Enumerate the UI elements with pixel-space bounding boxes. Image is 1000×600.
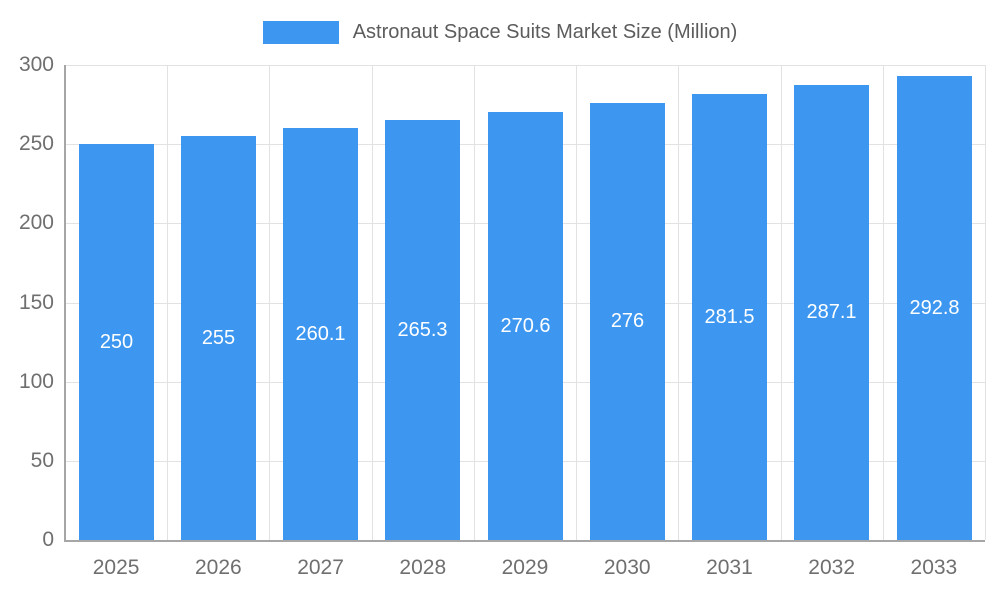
v-gridline [576, 65, 577, 540]
bar: 287.1 [794, 85, 869, 540]
x-tick-label: 2028 [399, 556, 447, 579]
bar-value-label: 276 [610, 310, 645, 332]
x-tick-label: 2032 [808, 556, 856, 579]
bar-value-label: 292.8 [909, 296, 960, 319]
bar-value-label: 260.1 [295, 322, 346, 345]
bar-value-label: 255 [201, 326, 236, 349]
bar: 292.8 [897, 76, 972, 540]
legend-swatch [262, 20, 339, 44]
y-tick-label: 50 [30, 448, 54, 472]
chart-legend: Astronaut Space Suits Market Size (Milli… [0, 16, 1000, 48]
x-axis-line [64, 540, 985, 542]
v-gridline [167, 65, 168, 540]
y-tick-label: 200 [18, 211, 54, 235]
x-tick-label: 2033 [910, 556, 958, 579]
v-gridline [269, 65, 270, 540]
x-tick-label: 2030 [603, 556, 651, 579]
bar: 270.6 [488, 112, 563, 540]
y-axis-line [64, 65, 66, 542]
y-tick-label: 150 [18, 290, 54, 314]
bar: 260.1 [283, 128, 358, 540]
bar-value-label: 265.3 [397, 318, 448, 341]
bar: 281.5 [692, 94, 767, 540]
y-tick-label: 300 [18, 53, 54, 76]
y-tick-label: 100 [18, 369, 54, 393]
bar: 276 [590, 103, 665, 540]
v-gridline [678, 65, 679, 540]
v-gridline [883, 65, 884, 540]
v-gridline [372, 65, 373, 540]
x-tick-label: 2027 [297, 556, 344, 579]
y-tick-label: 0 [42, 528, 54, 551]
bar-value-label: 281.5 [704, 305, 755, 328]
bar: 255 [181, 136, 256, 540]
bar: 250 [79, 144, 154, 540]
x-tick-label: 2026 [194, 556, 242, 579]
bar-value-label: 250 [99, 330, 134, 353]
y-tick-label: 250 [18, 132, 54, 156]
plot-area: 250 255 260.1 265.3 270.6 276 281.5 287.1 292.8 [65, 65, 986, 540]
x-tick-label: 2029 [501, 556, 549, 579]
v-gridline [781, 65, 782, 540]
x-tick-label: 2025 [92, 556, 140, 579]
x-tick-label: 2031 [706, 556, 753, 579]
v-gridline [474, 65, 475, 540]
bar-value-label: 287.1 [806, 301, 857, 323]
bar: 265.3 [385, 120, 460, 540]
h-gridline [65, 65, 985, 66]
bar-value-label: 270.6 [500, 314, 551, 337]
chart-title: Astronaut Space Suits Market Size (Milli… [352, 20, 738, 43]
v-gridline [985, 65, 986, 540]
